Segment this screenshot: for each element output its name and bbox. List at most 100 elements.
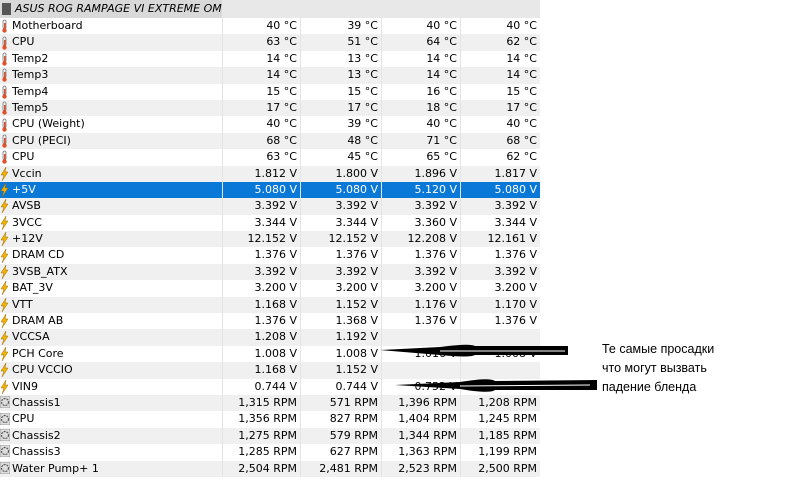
- value-cell: 62 °C: [460, 149, 540, 166]
- value-cell: 1,199 RPM: [460, 444, 540, 461]
- value-cell: 827 RPM: [300, 411, 381, 428]
- sensor-label: 3VSB_ATX: [12, 264, 68, 278]
- value-cell: 3.200 V: [222, 280, 300, 297]
- value-cell: [381, 329, 460, 346]
- table-row[interactable]: Water Pump+ 1 2,504 RPM 2,481 RPM 2,523 RPM…: [0, 460, 540, 477]
- table-row[interactable]: DRAM AB 1.376 V 1.368 V 1.376 V 1.376 V: [0, 313, 540, 330]
- sensor-label: Temp4: [12, 84, 49, 98]
- value-cell: 40 °C: [460, 18, 540, 35]
- chip-icon: [2, 3, 11, 15]
- table-row[interactable]: Temp3 14 °C 13 °C 14 °C 14 °C: [0, 67, 540, 84]
- sensor-name-cell: CPU (Weight): [0, 116, 222, 132]
- table-row[interactable]: BAT_3V 3.200 V 3.200 V 3.200 V 3.200 V: [0, 280, 540, 297]
- sensor-name-cell: Chassis3: [0, 444, 222, 460]
- value-cell: 3.392 V: [222, 198, 300, 215]
- sensor-label: CPU VCCIO: [12, 363, 73, 377]
- table-row[interactable]: Chassis3 1,285 RPM 627 RPM 1,363 RPM 1,199 R…: [0, 444, 540, 461]
- value-cell: 1,344 RPM: [381, 427, 460, 445]
- voltage-icon: [0, 248, 9, 263]
- table-row[interactable]: +5V 5.080 V 5.080 V 5.120 V 5.080 V: [0, 181, 540, 199]
- sensor-name-cell: VCCSA: [0, 329, 222, 345]
- voltage-icon: [0, 166, 9, 181]
- table-row[interactable]: Motherboard 40 °C 39 °C 40 °C 40 °C: [0, 18, 540, 35]
- value-cell: 40 °C: [222, 18, 300, 35]
- sensor-name-cell: Temp2: [0, 51, 222, 67]
- sensor-label: CPU: [12, 35, 35, 49]
- table-row[interactable]: CPU 63 °C 45 °C 65 °C 62 °C: [0, 149, 540, 166]
- sensor-label: Water Pump+ 1: [12, 461, 99, 475]
- table-row[interactable]: +12V 12.152 V 12.152 V 12.208 V 12.161 V: [0, 231, 540, 248]
- table-row[interactable]: CPU (Weight) 40 °C 39 °C 40 °C 40 °C: [0, 116, 540, 133]
- table-row[interactable]: CPU 63 °C 51 °C 64 °C 62 °C: [0, 34, 540, 51]
- value-cell: 571 RPM: [300, 394, 381, 412]
- sensor-label: CPU: [12, 412, 35, 426]
- value-cell: 12.152 V: [300, 231, 381, 248]
- thermometer-icon: [0, 36, 9, 50]
- value-cell: 2,504 RPM: [222, 460, 300, 477]
- value-cell: 1,245 RPM: [460, 411, 540, 428]
- table-row[interactable]: 3VCC 3.344 V 3.344 V 3.360 V 3.344 V: [0, 214, 540, 232]
- sensor-name-cell: DRAM AB: [0, 313, 222, 329]
- table-row[interactable]: Chassis2 1,275 RPM 579 RPM 1,344 RPM 1,185 R…: [0, 427, 540, 445]
- value-cell: 3.392 V: [460, 263, 540, 281]
- table-row[interactable]: AVSB 3.392 V 3.392 V 3.392 V 3.392 V: [0, 198, 540, 215]
- value-cell: 1.817 V: [460, 165, 540, 182]
- table-row[interactable]: Chassis1 1,315 RPM 571 RPM 1,396 RPM 1,208 R…: [0, 394, 540, 412]
- sensor-label: Chassis3: [12, 445, 61, 459]
- table-row[interactable]: Vccin 1.812 V 1.800 V 1.896 V 1.817 V: [0, 165, 540, 182]
- value-cell: 14 °C: [460, 67, 540, 84]
- value-cell: 1.800 V: [300, 165, 381, 182]
- value-cell: 1.168 V: [222, 296, 300, 314]
- sensor-label: VCCSA: [12, 330, 50, 344]
- value-cell: 1.208 V: [222, 329, 300, 346]
- table-row[interactable]: 3VSB_ATX 3.392 V 3.392 V 3.392 V 3.392 V: [0, 263, 540, 281]
- value-cell: 14 °C: [381, 67, 460, 84]
- table-row[interactable]: Temp2 14 °C 13 °C 14 °C 14 °C: [0, 50, 540, 68]
- value-cell: 40 °C: [381, 18, 460, 35]
- value-cell: 3.344 V: [300, 214, 381, 232]
- sensor-name-cell: Vccin: [0, 166, 222, 182]
- device-title: ASUS ROG RAMPAGE VI EXTREME OME...: [15, 2, 222, 15]
- value-cell: 3.200 V: [300, 280, 381, 297]
- value-cell: 1,315 RPM: [222, 394, 300, 412]
- table-row[interactable]: DRAM CD 1.376 V 1.376 V 1.376 V 1.376 V: [0, 247, 540, 264]
- value-cell: 17 °C: [222, 99, 300, 117]
- value-cell: 68 °C: [222, 132, 300, 150]
- table-row[interactable]: VCCSA 1.208 V 1.192 V: [0, 329, 540, 346]
- value-cell: 1,356 RPM: [222, 411, 300, 428]
- table-row[interactable]: CPU (PECI) 68 °C 48 °C 71 °C 68 °C: [0, 132, 540, 150]
- value-cell: 1.376 V: [300, 247, 381, 264]
- value-cell: 1.008 V: [222, 345, 300, 363]
- voltage-icon: [0, 215, 9, 231]
- sensor-label: DRAM CD: [12, 248, 65, 262]
- value-cell: 627 RPM: [300, 444, 381, 461]
- sensor-name-cell: Temp3: [0, 67, 222, 83]
- value-cell: 12.208 V: [381, 231, 460, 248]
- value-cell: 1.152 V: [300, 362, 381, 379]
- device-header[interactable]: ASUS ROG RAMPAGE VI EXTREME OME...: [0, 0, 222, 18]
- table-row[interactable]: VTT 1.168 V 1.152 V 1.176 V 1.170 V: [0, 296, 540, 314]
- voltage-icon: [0, 346, 9, 362]
- thermometer-icon: [0, 85, 9, 99]
- value-cell: [460, 362, 540, 379]
- value-cell: 5.080 V: [222, 181, 300, 199]
- note-line: падение бленда: [602, 380, 697, 394]
- value-cell: 15 °C: [222, 83, 300, 100]
- table-row[interactable]: Temp5 17 °C 17 °C 18 °C 17 °C: [0, 99, 540, 117]
- sensor-name-cell: CPU (PECI): [0, 133, 222, 149]
- value-cell: 5.120 V: [381, 181, 460, 199]
- value-cell: 15 °C: [300, 83, 381, 100]
- value-cell: [381, 362, 460, 379]
- value-cell: 1.896 V: [381, 165, 460, 182]
- value-cell: 14 °C: [381, 50, 460, 68]
- value-cell: 1.376 V: [222, 313, 300, 330]
- value-cell: 579 RPM: [300, 427, 381, 445]
- sensor-name-cell: Water Pump+ 1: [0, 461, 222, 477]
- value-cell: 3.200 V: [381, 280, 460, 297]
- value-cell: 1.376 V: [460, 247, 540, 264]
- sensor-label: CPU: [12, 150, 35, 164]
- table-row[interactable]: Temp4 15 °C 15 °C 16 °C 15 °C: [0, 83, 540, 100]
- table-row[interactable]: CPU VCCIO 1.168 V 1.152 V: [0, 362, 540, 379]
- table-row[interactable]: CPU 1,356 RPM 827 RPM 1,404 RPM 1,245 RPM: [0, 411, 540, 428]
